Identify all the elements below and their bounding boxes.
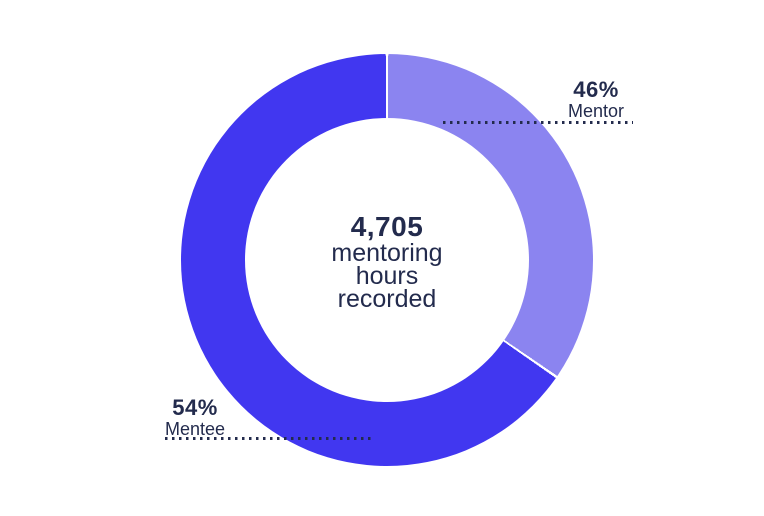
mentor-label: Mentor (567, 101, 625, 121)
center-line-2: hours (355, 261, 419, 290)
center-value: 4,705 (350, 210, 424, 242)
callout-mentee: 54% Mentee (165, 396, 225, 439)
mentee-label: Mentee (164, 419, 226, 439)
mentor-leader-line (443, 121, 633, 124)
mentor-percent: 46% (573, 77, 619, 102)
mentee-leader-line (165, 437, 373, 440)
center-line-3: recorded (337, 284, 437, 313)
donut-hole: 4,705 mentoring hours recorded (245, 118, 529, 402)
center-line-1: mentoring (331, 238, 443, 267)
callout-mentor: 46% Mentor (568, 78, 624, 121)
mentee-percent: 54% (172, 395, 218, 420)
chart-center-label: 4,705 mentoring hours recorded (331, 210, 443, 313)
